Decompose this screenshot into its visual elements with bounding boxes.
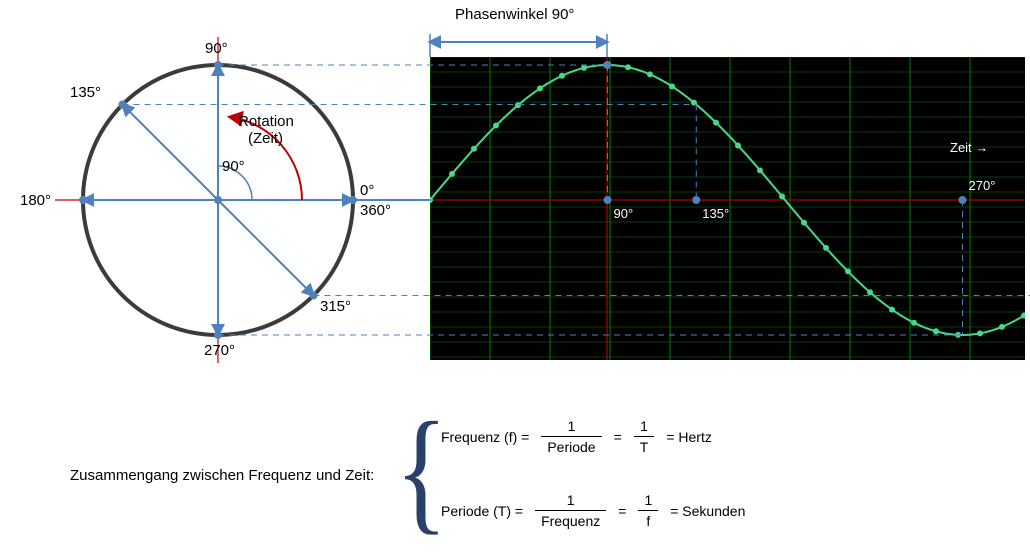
scope-marker-label: 90° (614, 206, 634, 221)
num-1b: 1 (634, 418, 655, 436)
summary-label: Zusammengang zwischen Frequenz und Zeit: (70, 467, 374, 484)
period-lhs: Periode (T) = (441, 503, 523, 519)
label-180: 180° (20, 192, 51, 209)
angle-label-90: 90° (222, 158, 245, 175)
phase-angle-label: Phasenwinkel 90° (455, 6, 574, 23)
freq-equation: Frequenz (f) = 1 Periode = 1 T = Hertz (435, 418, 718, 455)
rotation-label-1: Rotation (238, 113, 294, 130)
scope-marker-label: 135° (702, 206, 729, 221)
eq-2: = (618, 503, 626, 519)
freq-lhs: Frequenz (f) = (441, 429, 529, 445)
label-0: 0° (360, 182, 374, 199)
rotation-label-2: (Zeit) (248, 130, 283, 147)
den-f: f (638, 510, 658, 529)
phase-arrow (430, 34, 607, 57)
frac-1-f: 1 f (638, 492, 658, 529)
frac-1-frequenz: 1 Frequenz (535, 492, 606, 529)
label-360: 360° (360, 202, 391, 219)
sekunden-label: = Sekunden (670, 503, 745, 519)
eq-1: = (614, 429, 622, 445)
frac-1-periode: 1 Periode (541, 418, 601, 455)
den-T: T (634, 436, 655, 455)
zeit-label: Zeit → (950, 140, 988, 155)
den-periode: Periode (541, 436, 601, 455)
diagram-stage: Phasenwinkel 90° 90° 135° 180° 270° 315°… (0, 0, 1030, 554)
label-315: 315° (320, 298, 351, 315)
hertz-label: = Hertz (666, 429, 712, 445)
den-frequenz: Frequenz (535, 510, 606, 529)
scope-marker-label: 270° (969, 178, 996, 193)
label-135: 135° (70, 84, 101, 101)
label-90: 90° (205, 40, 228, 57)
num-1a: 1 (541, 418, 601, 436)
num-1c: 1 (535, 492, 606, 510)
main-svg (0, 0, 1030, 400)
frac-1-T: 1 T (634, 418, 655, 455)
label-270: 270° (204, 342, 235, 359)
period-equation: Periode (T) = 1 Frequenz = 1 f = Sekunde… (435, 492, 751, 529)
num-1d: 1 (638, 492, 658, 510)
